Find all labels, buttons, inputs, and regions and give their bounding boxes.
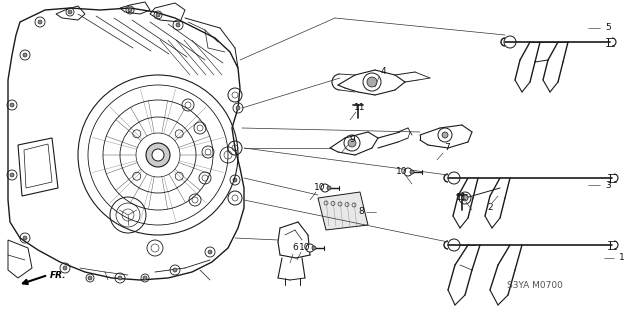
Circle shape	[68, 10, 72, 14]
Text: 10: 10	[300, 244, 311, 252]
Circle shape	[38, 20, 42, 24]
Circle shape	[306, 244, 314, 252]
Circle shape	[118, 276, 122, 280]
Circle shape	[88, 276, 92, 280]
Circle shape	[23, 236, 27, 240]
Circle shape	[152, 149, 164, 161]
Circle shape	[236, 106, 240, 110]
Circle shape	[23, 53, 27, 57]
Circle shape	[312, 246, 316, 250]
Text: 7: 7	[444, 143, 450, 153]
Circle shape	[10, 173, 14, 177]
Text: 11: 11	[355, 103, 365, 113]
Text: 11: 11	[456, 194, 468, 203]
Circle shape	[327, 186, 331, 190]
Text: 10: 10	[396, 167, 408, 177]
Text: S3YA M0700: S3YA M0700	[507, 281, 563, 290]
Circle shape	[404, 168, 412, 176]
Circle shape	[321, 184, 329, 192]
Text: 9: 9	[349, 135, 355, 145]
Text: 4: 4	[380, 68, 386, 76]
Circle shape	[63, 266, 67, 270]
Circle shape	[208, 250, 212, 254]
Circle shape	[348, 139, 356, 147]
Circle shape	[128, 8, 132, 12]
Circle shape	[410, 170, 414, 174]
Text: 5: 5	[605, 23, 611, 33]
Text: 1: 1	[619, 253, 625, 262]
Text: FR.: FR.	[50, 270, 67, 279]
Circle shape	[176, 23, 180, 27]
Circle shape	[367, 77, 377, 87]
Text: 3: 3	[605, 180, 611, 189]
Circle shape	[442, 132, 448, 138]
Circle shape	[156, 13, 160, 17]
Circle shape	[173, 268, 177, 272]
Circle shape	[462, 195, 468, 201]
Circle shape	[233, 178, 237, 182]
Text: 10: 10	[314, 183, 326, 193]
Polygon shape	[318, 192, 368, 230]
Circle shape	[146, 143, 170, 167]
Text: 2: 2	[487, 204, 493, 212]
Text: 8: 8	[358, 207, 364, 217]
Circle shape	[10, 103, 14, 107]
Text: 6: 6	[292, 244, 298, 252]
Circle shape	[143, 276, 147, 280]
